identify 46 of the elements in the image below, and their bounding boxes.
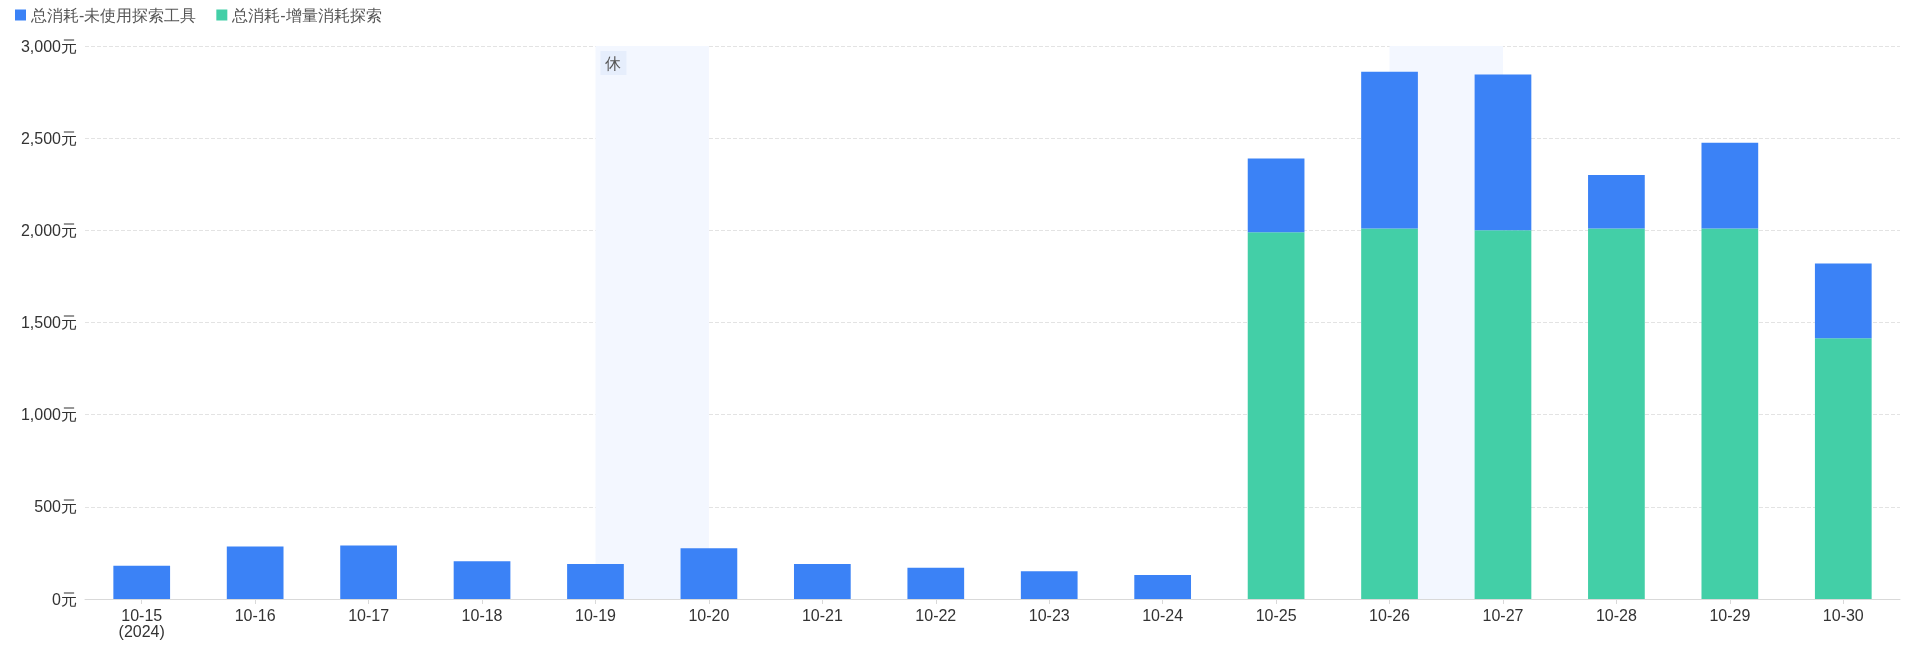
- x-tick-label: 10-22: [915, 606, 957, 624]
- bar: [1361, 71, 1418, 229]
- x-tick-label: 10-18: [461, 606, 503, 624]
- x-tick-label: 10-19: [575, 606, 617, 624]
- x-tick-label: 10-30: [1822, 606, 1864, 624]
- bar: [226, 546, 284, 599]
- y-tick-label: 2,500元: [20, 129, 77, 147]
- bar: [1247, 158, 1305, 233]
- y-tick-label: 3,000元: [20, 37, 77, 55]
- x-tick-label: 10-24: [1142, 606, 1184, 624]
- y-tick-label: 1,000元: [20, 406, 77, 424]
- x-tick-label: 10-28: [1595, 606, 1637, 624]
- bar: [1701, 142, 1759, 229]
- bar: [340, 545, 397, 599]
- bar: [1588, 175, 1645, 229]
- x-tick-label: 10-27: [1482, 606, 1524, 624]
- bar: [793, 563, 851, 599]
- x-tick-label: 10-15 (2024): [118, 606, 165, 640]
- x-tick-label: 10-25: [1255, 606, 1297, 624]
- bar: [567, 563, 624, 599]
- y-tick-label: 500元: [34, 498, 77, 516]
- x-tick-label: 10-29: [1709, 606, 1751, 624]
- bar: [1814, 338, 1872, 599]
- bar: [1020, 571, 1078, 599]
- bar: [907, 567, 965, 599]
- legend-label: 总消耗-未使用探索工具: [30, 6, 197, 24]
- y-tick-label: 2,000元: [20, 221, 77, 239]
- band-label: 休: [605, 54, 622, 72]
- x-tick-label: 10-21: [801, 606, 843, 624]
- bar: [1814, 263, 1872, 339]
- x-tick-label: 10-20: [688, 606, 730, 624]
- bar: [113, 565, 171, 599]
- x-tick-label: 10-17: [348, 606, 390, 624]
- bar: [1474, 74, 1532, 231]
- bar: [1588, 228, 1645, 599]
- y-tick-label: 1,500元: [20, 314, 77, 331]
- y-tick-label: 0元: [52, 590, 77, 608]
- bar: [453, 561, 511, 599]
- x-tick-label: 10-16: [234, 606, 276, 624]
- bar: [1247, 232, 1305, 599]
- bar: [1134, 575, 1192, 599]
- bar: [1701, 228, 1759, 599]
- x-tick-label: 10-23: [1028, 606, 1070, 624]
- x-tick-label: 10-26: [1369, 606, 1411, 624]
- bar: [680, 548, 738, 599]
- legend-label: 总消耗-增量消耗探索: [231, 6, 382, 24]
